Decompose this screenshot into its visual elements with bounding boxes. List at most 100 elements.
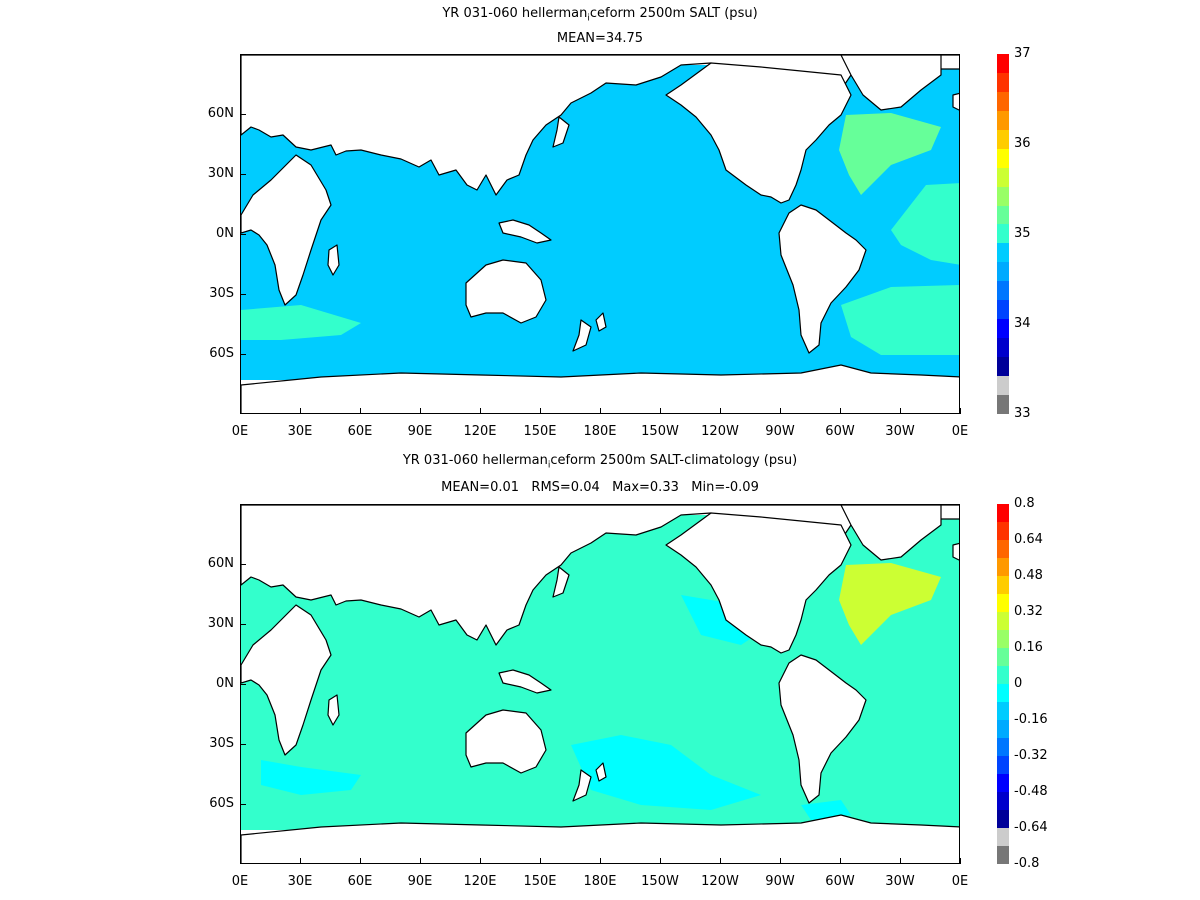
- colorbar-swatch: [997, 558, 1009, 576]
- coastline-japan: [552, 116, 570, 148]
- lon-tick-label: 0E: [231, 424, 249, 439]
- lon-tick: [780, 408, 781, 414]
- coastline-africa: [241, 604, 332, 756]
- lon-tick-label: 0E: [951, 874, 969, 889]
- colorbar-swatch: [997, 54, 1009, 73]
- lon-tick: [420, 408, 421, 414]
- lon-tick: [300, 858, 301, 864]
- colorbar-tick-label: 33: [1014, 406, 1031, 421]
- colorbar-tick-label: 0.32: [1014, 604, 1043, 619]
- lon-tick-label: 120W: [701, 424, 739, 439]
- lon-tick: [840, 858, 841, 864]
- lon-tick: [360, 408, 361, 414]
- colorbar-tick-label: 35: [1014, 226, 1031, 241]
- lon-tick-label: 180E: [583, 874, 617, 889]
- lon-tick-label: 120E: [463, 424, 497, 439]
- colorbar-swatch: [997, 357, 1009, 376]
- colorbar-swatch: [997, 594, 1009, 612]
- coastline-samerica: [778, 204, 867, 354]
- colorbar-swatch: [997, 738, 1009, 756]
- panel-1-colorbar: [997, 54, 1009, 414]
- lon-tick: [720, 858, 721, 864]
- coastline-nz: [572, 319, 592, 352]
- lon-tick: [540, 408, 541, 414]
- colorbar-swatch: [997, 792, 1009, 810]
- lat-tick: [240, 804, 246, 805]
- anomaly-patch: [841, 285, 959, 355]
- colorbar-swatch: [997, 846, 1009, 864]
- lat-tick: [240, 624, 246, 625]
- lat-tick-label: 60N: [207, 106, 234, 121]
- coastline-namerica: [665, 62, 852, 204]
- lon-tick: [660, 858, 661, 864]
- colorbar-swatch: [997, 262, 1009, 282]
- colorbar-tick-label: -0.8: [1014, 856, 1040, 871]
- colorbar-swatch: [997, 504, 1009, 522]
- lon-tick-label: 30E: [287, 874, 313, 889]
- lon-tick-label: 90W: [765, 424, 795, 439]
- coastline-greenland: [840, 505, 942, 561]
- lon-tick-label: 150E: [523, 424, 557, 439]
- lat-tick-label: 30S: [209, 736, 234, 751]
- lat-tick-label: 60S: [209, 346, 234, 361]
- lon-tick-label: 120E: [463, 874, 497, 889]
- colorbar-swatch: [997, 774, 1009, 792]
- lat-tick: [240, 114, 246, 115]
- anomaly-patch: [839, 113, 941, 195]
- lat-tick-label: 60N: [207, 556, 234, 571]
- lon-tick: [720, 408, 721, 414]
- lon-tick-label: 90W: [765, 874, 795, 889]
- colorbar-tick-label: 0.48: [1014, 568, 1043, 583]
- colorbar-swatch: [997, 224, 1009, 244]
- lon-tick-label: 180E: [583, 424, 617, 439]
- coastline-australia: [465, 259, 547, 324]
- lat-tick-label: 30N: [207, 166, 234, 181]
- panel-2-colorbar: [997, 504, 1009, 864]
- colorbar-swatch: [997, 167, 1009, 187]
- colorbar-swatch: [997, 338, 1009, 357]
- coastline-japan: [552, 566, 570, 598]
- colorbar-swatch: [997, 91, 1009, 111]
- lon-tick: [600, 858, 601, 864]
- lon-tick: [900, 858, 901, 864]
- colorbar-swatch: [997, 186, 1009, 206]
- lat-tick-label: 0N: [216, 226, 234, 241]
- lon-tick: [300, 408, 301, 414]
- colorbar-swatch: [997, 243, 1009, 263]
- colorbar-swatch: [997, 684, 1009, 702]
- colorbar-swatch: [997, 828, 1009, 846]
- coastline-nz: [572, 769, 592, 802]
- panel-2-subtitle: MEAN=0.01 RMS=0.04 Max=0.33 Min=-0.09: [441, 480, 759, 495]
- coastline-madagascar: [327, 244, 340, 276]
- colorbar-tick-label: -0.48: [1014, 784, 1048, 799]
- coastline-antarctica: [241, 814, 959, 863]
- coastline-indonesia: [498, 669, 552, 694]
- colorbar-swatch: [997, 612, 1009, 630]
- colorbar-swatch: [997, 129, 1009, 149]
- colorbar-swatch: [997, 702, 1009, 720]
- lon-tick-label: 150E: [523, 874, 557, 889]
- colorbar-swatch: [997, 110, 1009, 130]
- colorbar-tick-label: 34: [1014, 316, 1031, 331]
- colorbar-swatch: [997, 300, 1009, 320]
- panel-1-subtitle: MEAN=34.75: [556, 31, 644, 46]
- colorbar-swatch: [997, 720, 1009, 738]
- colorbar-tick-label: 0.64: [1014, 532, 1043, 547]
- anomaly-patch: [261, 760, 361, 795]
- anomaly-patch: [891, 183, 959, 265]
- lon-tick: [900, 408, 901, 414]
- lat-tick: [240, 354, 246, 355]
- lon-tick: [420, 858, 421, 864]
- colorbar-tick-label: 0: [1014, 676, 1023, 691]
- coastline-uk: [952, 542, 959, 561]
- colorbar-tick-label: 0.16: [1014, 640, 1043, 655]
- colorbar-tick-label: -0.16: [1014, 712, 1048, 727]
- anomaly-patch: [571, 735, 761, 810]
- colorbar-swatch: [997, 375, 1009, 395]
- lat-tick: [240, 744, 246, 745]
- lon-tick-label: 120W: [701, 874, 739, 889]
- colorbar-swatch: [997, 205, 1009, 225]
- lon-tick: [240, 408, 241, 414]
- lat-tick: [240, 294, 246, 295]
- lon-tick-label: 0E: [231, 874, 249, 889]
